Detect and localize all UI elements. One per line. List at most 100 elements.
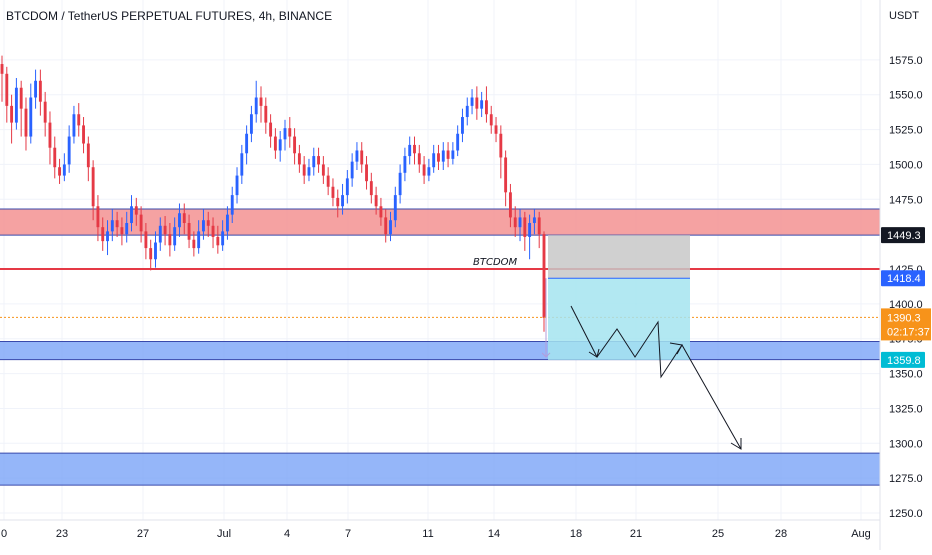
candle-body (249, 114, 253, 134)
candle-body (144, 231, 148, 249)
candle-body (77, 114, 81, 126)
candle-body (14, 87, 18, 123)
candle-body (211, 225, 215, 237)
price-tag-countdown: 02:17:37 (887, 326, 930, 338)
candle-body (465, 105, 469, 118)
price-tag-label: 1390.3 (887, 312, 921, 324)
candle-body (264, 105, 268, 123)
price-tick-label: 1275.0 (889, 473, 923, 485)
price-tag-bg (881, 270, 925, 287)
time-tick-label: 0 (1, 528, 7, 540)
time-tick-label: Aug (851, 528, 871, 540)
price-tick-label: 1325.0 (889, 403, 923, 415)
candle-body (254, 97, 258, 115)
drop-marker-arrowhead (541, 352, 551, 358)
candle-body (240, 153, 244, 176)
time-axis[interactable]: 0 23 27 Jul 4 7 11 14 18 21 25 28 Aug (0, 519, 880, 540)
candle-body (273, 136, 277, 151)
candle-body (62, 164, 66, 176)
candle-body (182, 213, 186, 223)
candle-body (451, 150, 455, 159)
candle-body (82, 125, 85, 144)
candle-body (29, 97, 33, 137)
candle-body (542, 234, 546, 318)
support-zone (0, 341, 880, 360)
price-tick-label: 1500.0 (889, 159, 923, 171)
time-tick-label: 21 (630, 528, 642, 540)
candle-body (173, 227, 177, 246)
time-tick-label: 11 (422, 528, 433, 540)
candle-body (235, 175, 239, 196)
candle-body (245, 133, 249, 154)
price-tags: 1449.3 1418.4 1390.3 02:17:37 1359.8 (881, 227, 931, 368)
candle-body (5, 73, 9, 106)
candle-body (312, 156, 316, 168)
projection-arrowhead (588, 348, 600, 358)
candle-body (408, 144, 412, 157)
candle-body (475, 97, 479, 109)
candle-body (384, 217, 388, 235)
candle-body (101, 227, 105, 242)
time-tick-label: 7 (345, 528, 351, 540)
candle-body (48, 122, 52, 148)
candle-body (58, 167, 61, 176)
candle-body (489, 114, 493, 126)
price-tag-label: 1449.3 (887, 230, 921, 242)
chart-title: BTCDOM / TetherUS PERPETUAL FUTURES, 4h,… (6, 9, 333, 23)
candle-body (43, 101, 47, 123)
projection-arrowhead (730, 438, 742, 450)
candle-body (187, 223, 191, 240)
candle-body (398, 172, 402, 196)
candle-body (158, 225, 162, 243)
candle-body (225, 214, 229, 232)
candle-body (427, 167, 431, 176)
candle-body (154, 242, 157, 260)
candle-body (470, 97, 474, 106)
candle-body (230, 195, 234, 215)
candle-body (168, 234, 172, 246)
resistance-zone (0, 209, 880, 236)
candle-body (163, 225, 167, 235)
price-tick-label: 1575.0 (889, 55, 923, 67)
candle-body (350, 161, 354, 179)
candle-body (86, 143, 90, 168)
candle-body (321, 164, 325, 176)
time-tick-label: 28 (775, 528, 787, 540)
price-tag-bg (881, 351, 925, 368)
candle-body (508, 192, 512, 218)
candle-body (456, 133, 460, 151)
candle-body (461, 117, 464, 134)
price-tick-label: 1300.0 (889, 438, 923, 450)
candle-body (480, 100, 484, 109)
candle-body (345, 178, 349, 196)
candle-body (417, 153, 421, 165)
candle-body (302, 164, 306, 176)
time-tick-label: 4 (284, 528, 290, 540)
candle-body (192, 239, 196, 249)
candle-body (221, 231, 225, 246)
candle-body (197, 231, 201, 249)
candle-body (125, 223, 129, 235)
candle-body (336, 197, 340, 207)
candle-body (403, 156, 407, 173)
candle-body (19, 87, 23, 109)
candle-body (216, 236, 220, 246)
price-tag-bg (881, 308, 931, 341)
price-tick-label: 1250.0 (889, 508, 923, 520)
candle-body (360, 150, 364, 165)
lower-support-zone (0, 453, 880, 486)
candle-body (110, 220, 114, 232)
price-tick-label: 1525.0 (889, 125, 923, 137)
price-tick-label: 1475.0 (889, 194, 923, 206)
candle-body (149, 248, 153, 260)
candle-body (297, 153, 301, 165)
candle-body (288, 128, 292, 137)
price-tag-label: 1418.4 (887, 273, 921, 285)
candle-body (96, 206, 100, 228)
annotation-text: BTCDOM (473, 257, 518, 268)
time-tick-label: 14 (488, 528, 500, 540)
stop-loss-box (548, 235, 690, 279)
candle-body (422, 164, 426, 176)
